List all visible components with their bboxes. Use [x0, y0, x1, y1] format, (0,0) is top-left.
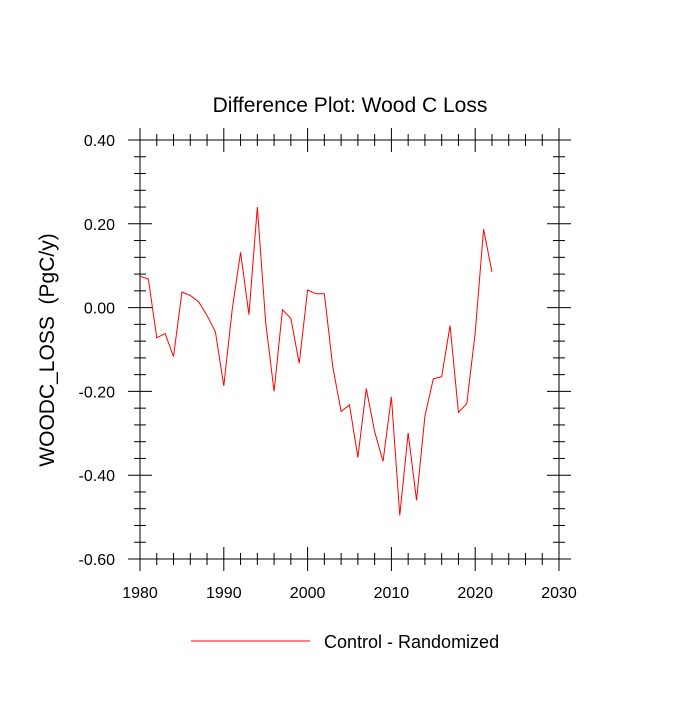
x-tick-label: 2030 — [541, 585, 577, 602]
y-tick-label: 0.00 — [84, 301, 115, 318]
x-tick-labels: 1980 1990 2000 2010 2020 2030 — [122, 585, 577, 602]
legend-label: Control - Randomized — [324, 632, 499, 652]
y-minor-ticks — [134, 156, 565, 543]
plot-frame — [139, 139, 560, 560]
x-tick-label: 2010 — [374, 585, 410, 602]
x-tick-label: 2000 — [290, 585, 326, 602]
y-major-ticks — [128, 139, 571, 560]
y-tick-label: 0.20 — [84, 217, 115, 234]
series-line-control-randomized — [139, 207, 493, 516]
chart-title: Difference Plot: Wood C Loss — [213, 94, 488, 117]
x-major-ticks — [139, 128, 560, 571]
y-tick-labels: 0.40 0.20 0.00 -0.20 -0.40 -0.60 — [79, 133, 116, 569]
y-tick-label: 0.40 — [84, 133, 115, 150]
y-axis-label: WOODC_LOSS (PgC/y) — [36, 233, 59, 466]
x-minor-ticks — [156, 134, 543, 565]
y-tick-label: -0.40 — [79, 468, 116, 485]
x-tick-label: 2020 — [457, 585, 493, 602]
x-tick-label: 1980 — [122, 585, 158, 602]
y-tick-label: -0.20 — [79, 384, 116, 401]
x-tick-label: 1990 — [206, 585, 242, 602]
y-tick-label: -0.60 — [79, 552, 116, 569]
